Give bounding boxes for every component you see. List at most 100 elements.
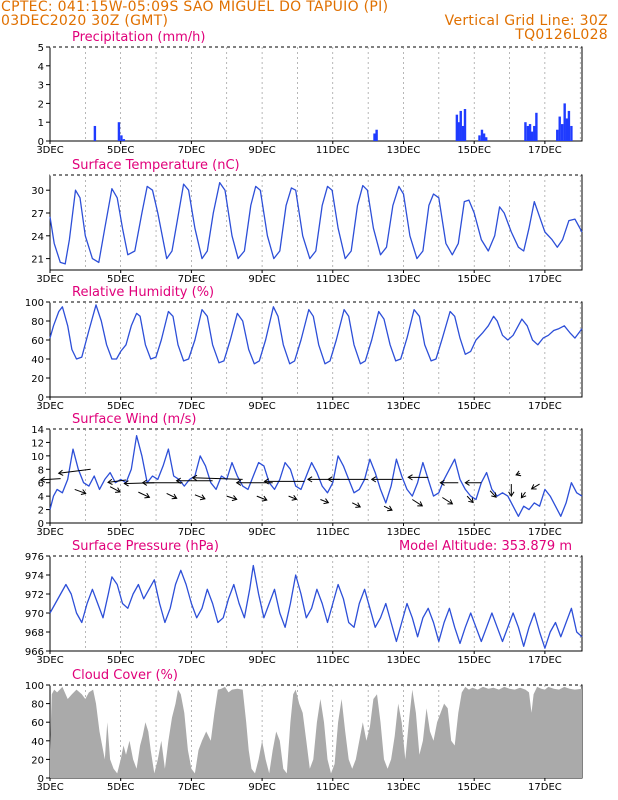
precip-bar: [461, 125, 465, 141]
x-tick-label: 17DEC: [528, 782, 562, 793]
x-tick-label: 11DEC: [316, 782, 350, 793]
y-tick-label: 30: [31, 186, 44, 197]
wind-arrow-head: [407, 474, 413, 481]
y-tick-label: 970: [25, 609, 44, 620]
wind-arrow-head: [508, 491, 515, 498]
x-tick-label: 3DEC: [36, 274, 63, 285]
x-tick-label: 9DEC: [248, 401, 275, 412]
panel-frame: [49, 301, 583, 398]
panel-title: Surface Pressure (hPa): [72, 539, 219, 554]
x-tick-label: 3DEC: [36, 401, 63, 412]
y-tick-label: 2: [38, 506, 44, 517]
wind-arrow: [138, 491, 150, 498]
panel-title: Cloud Cover (%): [72, 668, 178, 683]
wind-arrow: [192, 477, 243, 480]
y-tick-label: 4: [38, 492, 44, 503]
precip-bar: [480, 129, 484, 141]
x-tick-label: 15DEC: [457, 274, 491, 285]
precip-bar: [122, 139, 126, 141]
wind-arrow-head: [306, 476, 313, 483]
wind-arrow: [383, 505, 393, 511]
x-tick-label: 9DEC: [248, 145, 275, 156]
x-tick-label: 3DEC: [36, 782, 63, 793]
precip-bar: [375, 129, 378, 141]
wind-arrow-head: [141, 479, 148, 486]
x-tick-label: 7DEC: [178, 274, 205, 285]
precip-bar: [528, 124, 532, 141]
x-tick-label: 15DEC: [457, 527, 491, 538]
header-run-date: 03DEC2020 30Z (GMT): [1, 13, 169, 29]
precip-bar: [373, 133, 376, 141]
x-tick-label: 11DEC: [316, 145, 350, 156]
x-tick-label: 5DEC: [107, 655, 134, 666]
x-tick-label: 13DEC: [387, 145, 421, 156]
wind-arrow-head: [261, 495, 268, 502]
wind-arrow-head: [327, 476, 333, 483]
precip-bar: [478, 135, 481, 141]
x-tick-label: 3DEC: [36, 145, 63, 156]
y-tick-label: 966: [25, 647, 44, 658]
x-tick-label: 7DEC: [178, 782, 205, 793]
precip-bar: [535, 112, 538, 141]
precip-bar: [563, 103, 566, 141]
precip-bar: [570, 125, 573, 141]
y-tick-label: 10: [31, 452, 44, 463]
x-tick-label: 9DEC: [248, 782, 275, 793]
y-tick-label: 100: [25, 298, 44, 309]
y-tick-label: 972: [25, 590, 44, 601]
precip-bar: [457, 122, 460, 141]
wind-arrow-head: [123, 480, 129, 487]
wind-arrow: [40, 478, 61, 481]
precip-bar: [120, 135, 123, 141]
y-tick-label: 4: [38, 62, 44, 73]
y-tick-label: 0: [38, 519, 44, 530]
x-tick-label: 15DEC: [457, 655, 491, 666]
wind-arrow: [74, 488, 86, 494]
precip-bar: [558, 116, 561, 141]
wind-arrow-head: [491, 492, 497, 498]
x-tick-label: 5DEC: [107, 401, 134, 412]
x-tick-label: 5DEC: [107, 145, 134, 156]
wind-arrow-head: [263, 478, 269, 485]
header-model: TQ0126L028: [515, 27, 608, 43]
panel-title: Relative Humidity (%): [72, 285, 214, 300]
precip-bar: [567, 110, 571, 141]
precip-bar: [93, 125, 97, 141]
precip-bar: [463, 109, 467, 141]
x-tick-label: 11DEC: [316, 401, 350, 412]
y-tick-label: 21: [31, 255, 44, 266]
y-tick-label: 80: [31, 317, 44, 328]
wind-arrow: [58, 468, 91, 474]
header-station: CPTEC: 041:15W-05:09S SAO MIGUEL DO TAPU…: [1, 0, 389, 15]
x-tick-label: 17DEC: [528, 527, 562, 538]
wind-arrow-head: [291, 495, 298, 501]
x-tick-label: 17DEC: [528, 274, 562, 285]
series-line: [49, 304, 583, 365]
y-tick-label: 0: [38, 393, 44, 404]
wind-arrow-head: [515, 470, 522, 477]
wind-arrow: [352, 502, 361, 508]
precip-bar: [482, 133, 486, 141]
x-tick-label: 13DEC: [387, 401, 421, 412]
x-tick-label: 13DEC: [387, 782, 421, 793]
x-tick-label: 15DEC: [457, 145, 491, 156]
wind-arrow-head: [468, 497, 474, 504]
x-tick-label: 11DEC: [316, 527, 350, 538]
precip-bar: [485, 137, 488, 141]
wind-arrow-head: [57, 469, 64, 476]
x-tick-label: 3DEC: [36, 655, 63, 666]
x-tick-label: 5DEC: [107, 527, 134, 538]
panel-title: Precipitation (mm/h): [72, 30, 205, 45]
wind-arrow-head: [80, 489, 87, 495]
y-tick-label: 3: [38, 81, 44, 92]
wind-arrow-head: [115, 487, 121, 493]
y-tick-label: 80: [31, 700, 44, 711]
y-tick-label: 40: [31, 355, 44, 366]
x-tick-label: 7DEC: [178, 527, 205, 538]
panel-annotation: Model Altitude: 353.879 m: [399, 539, 572, 554]
wind-arrow-head: [171, 493, 178, 500]
wind-arrow-head: [530, 484, 537, 490]
wind-arrow-head: [175, 477, 182, 484]
wind-arrow-head: [199, 494, 206, 501]
